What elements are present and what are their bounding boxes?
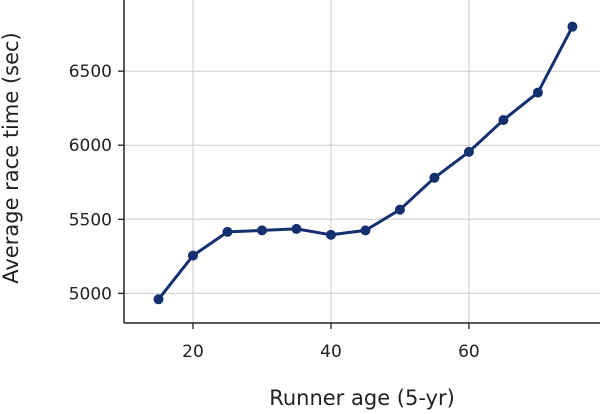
data-point xyxy=(567,21,578,32)
data-point xyxy=(153,294,164,305)
grid-lines xyxy=(124,0,600,323)
data-point xyxy=(360,225,371,236)
data-point xyxy=(532,87,543,98)
data-point xyxy=(429,172,440,183)
y-tick-label: 5500 xyxy=(69,210,112,230)
data-point xyxy=(187,250,198,261)
y-axis-label: Average race time (sec) xyxy=(0,32,23,283)
data-point xyxy=(463,146,474,157)
x-tick-label: 40 xyxy=(320,342,342,362)
data-point xyxy=(291,223,302,234)
x-tick-label: 60 xyxy=(458,342,480,362)
y-tick-label: 6000 xyxy=(69,136,112,156)
series-layer xyxy=(153,21,578,305)
x-tick-label: 20 xyxy=(182,342,204,362)
x-axis-label: Runner age (5-yr) xyxy=(269,386,455,410)
data-point xyxy=(256,225,267,236)
axes xyxy=(123,0,600,324)
data-point xyxy=(325,229,336,240)
data-point xyxy=(498,115,509,126)
series-line xyxy=(157,25,574,301)
y-tick-label: 6500 xyxy=(69,62,112,82)
data-point xyxy=(222,226,233,237)
y-tick-label: 5000 xyxy=(69,284,112,304)
ticks: 20 40 60 5000 5500 6000 6500 xyxy=(69,62,480,362)
data-point xyxy=(394,204,405,215)
